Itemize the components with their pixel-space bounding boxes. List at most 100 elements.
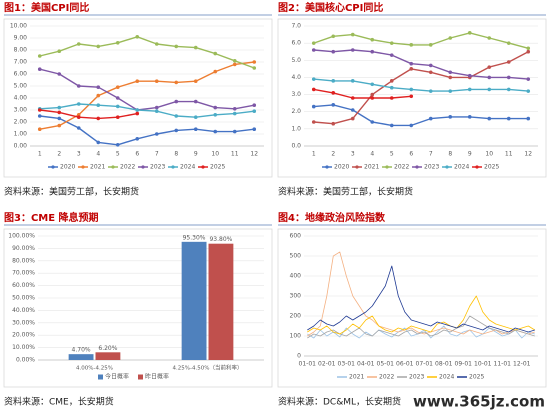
legend-label: 2022 xyxy=(379,374,394,381)
y-tick-label: 7.00 xyxy=(14,59,28,66)
point xyxy=(174,99,179,104)
point xyxy=(350,108,355,112)
point xyxy=(428,63,433,68)
point xyxy=(96,116,101,121)
legend-swatch xyxy=(98,374,103,380)
value-label: 6.20% xyxy=(98,345,117,352)
point xyxy=(37,54,42,58)
point xyxy=(428,43,433,47)
legend-marker xyxy=(415,165,419,169)
point xyxy=(409,123,414,128)
point xyxy=(389,41,394,45)
legend-marker xyxy=(325,165,329,169)
x-tick-label: 09-01 xyxy=(455,361,473,368)
legend-marker xyxy=(111,165,115,169)
y-tick-label: 8.00 xyxy=(14,47,28,54)
source-note: 资料来源：CME，长安期货 xyxy=(4,396,114,408)
bar xyxy=(68,354,94,360)
x-tick-label: 03-01 xyxy=(338,361,356,368)
x-tick-label: 4.25%-4.50%（当前利率） xyxy=(173,364,243,372)
legend-label: 2025 xyxy=(484,164,499,171)
point xyxy=(232,62,237,67)
point xyxy=(252,127,257,131)
legend-marker xyxy=(385,165,389,169)
point xyxy=(76,84,81,88)
point xyxy=(331,49,336,54)
point xyxy=(448,115,453,119)
point xyxy=(370,120,375,124)
point xyxy=(193,45,198,50)
chart-frame xyxy=(277,228,547,388)
series-line xyxy=(307,265,535,333)
series-line xyxy=(307,295,536,335)
point xyxy=(232,111,237,116)
value-label: 4.70% xyxy=(72,347,91,354)
x-tick-label: 04-01 xyxy=(357,361,375,368)
point xyxy=(213,129,218,134)
point xyxy=(448,36,453,40)
y-tick-label: 500 xyxy=(290,253,302,260)
point xyxy=(467,87,472,92)
series-line xyxy=(39,68,255,111)
point xyxy=(115,41,120,45)
y-tick-label: 60.00% xyxy=(12,282,35,289)
point xyxy=(409,87,414,92)
legend-marker xyxy=(171,165,175,169)
x-tick-label: 12 xyxy=(524,151,532,158)
point xyxy=(409,94,414,99)
bar xyxy=(95,352,121,360)
point xyxy=(526,49,531,54)
point xyxy=(526,46,531,51)
point xyxy=(154,42,159,46)
point xyxy=(174,44,179,49)
x-tick-label: 11 xyxy=(505,151,513,158)
point xyxy=(252,109,257,113)
x-tick-label: 9 xyxy=(468,151,472,158)
legend-label: 2024 xyxy=(439,374,454,381)
legend-label: 今日概率 xyxy=(105,373,129,381)
x-tick-label: 12 xyxy=(250,151,258,158)
point xyxy=(311,77,316,81)
x-tick-label: 8 xyxy=(174,151,178,158)
bar xyxy=(181,241,207,360)
point xyxy=(96,93,101,98)
point xyxy=(37,67,42,71)
point xyxy=(467,115,472,119)
point xyxy=(57,116,62,121)
point xyxy=(76,42,81,46)
y-tick-label: 0.0 xyxy=(291,143,301,150)
figure-title: 图2：美国核心CPI同比 xyxy=(278,1,383,14)
point xyxy=(350,79,355,83)
point xyxy=(409,67,414,71)
x-tick-label: 4 xyxy=(96,151,100,158)
x-tick-label: 07-01 xyxy=(416,361,434,368)
legend-marker xyxy=(81,165,85,169)
series-line xyxy=(39,103,255,118)
y-tick-label: 2.00 xyxy=(14,119,28,126)
y-tick-label: 20.00% xyxy=(12,332,35,339)
series-line xyxy=(39,115,255,146)
point xyxy=(57,110,62,115)
point xyxy=(135,108,140,112)
y-tick-label: 7.0 xyxy=(291,23,301,30)
x-tick-label: 4.00%-4.25% xyxy=(76,366,113,372)
y-tick-label: 30.00% xyxy=(12,319,35,326)
figure-title: 图4：地缘政治风险指数 xyxy=(278,211,386,224)
point xyxy=(350,32,355,37)
x-tick-label: 9 xyxy=(194,151,198,158)
point xyxy=(487,87,492,92)
y-tick-label: 4.0 xyxy=(291,74,301,81)
point xyxy=(370,92,375,97)
point xyxy=(232,107,237,111)
point xyxy=(193,127,198,131)
point xyxy=(331,34,336,39)
bar xyxy=(208,243,234,360)
point xyxy=(487,75,492,80)
y-tick-label: 3.0 xyxy=(291,91,301,98)
y-tick-label: 10.00% xyxy=(12,344,35,351)
y-tick-label: 6.00 xyxy=(14,71,28,78)
value-label: 93.80% xyxy=(209,236,232,243)
point xyxy=(526,116,531,121)
legend-label: 2022 xyxy=(120,164,135,171)
y-tick-label: 300 xyxy=(290,293,302,300)
